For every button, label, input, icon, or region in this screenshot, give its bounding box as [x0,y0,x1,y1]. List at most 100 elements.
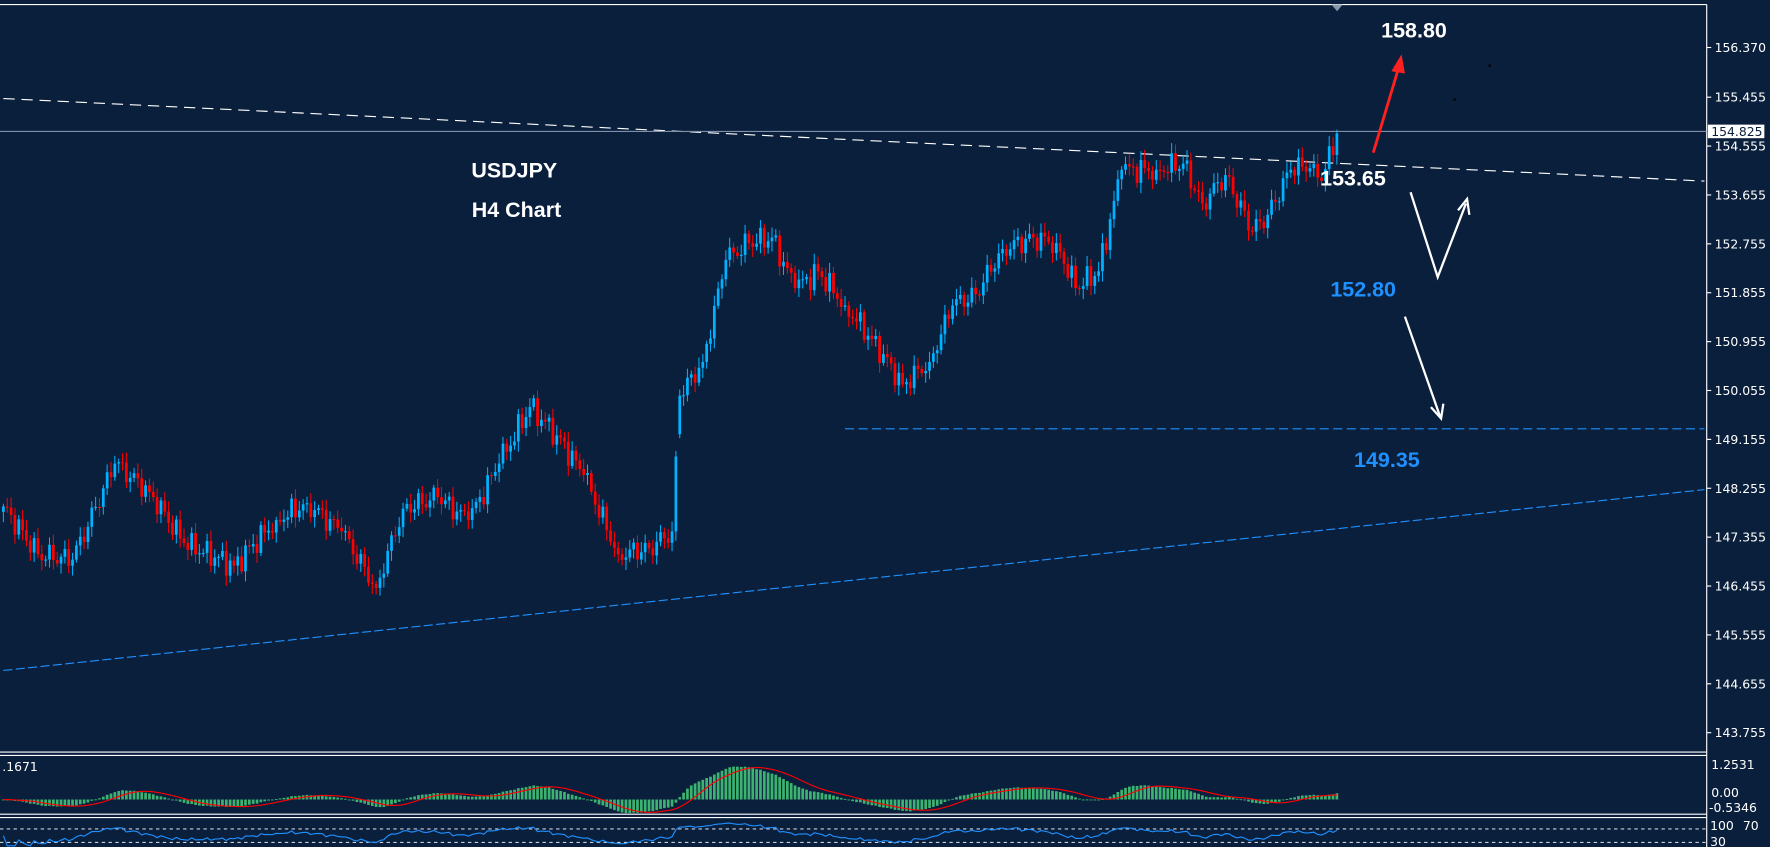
candle-body [651,548,655,556]
candle-body [716,288,720,306]
candle [609,521,612,546]
candle [947,309,951,328]
candle [1281,170,1285,207]
macd-histogram-bar [336,797,340,800]
macd-histogram-bar [728,767,732,800]
candle [666,528,670,549]
candle [1331,137,1335,163]
candle [1093,271,1097,295]
candle-body [774,235,778,238]
macd-histogram-bar [1097,799,1100,801]
candle-body [28,540,32,553]
candle-body [201,552,205,555]
candle [32,532,36,562]
macd-histogram-bar [424,794,428,800]
candle-body [63,549,67,557]
macd-histogram-bar [271,799,274,801]
macd-histogram-bar [417,795,420,800]
candle [148,478,151,503]
candle [255,534,259,563]
candle-body [21,519,24,530]
candle-body [770,237,774,242]
candle [21,510,24,541]
candle [228,553,232,583]
candle [1143,149,1147,174]
candle [5,498,9,513]
candle [40,545,44,571]
candle [78,527,82,556]
candle-body [1320,177,1323,182]
macd-histogram-bar [651,799,655,812]
macd-histogram-bar [1277,799,1281,802]
candle [820,267,824,287]
macd-histogram-bar [1147,785,1150,800]
candle-body [9,507,13,515]
candle-body [720,279,724,289]
macd-histogram-bar [709,776,712,800]
candle [1158,160,1162,181]
candle-body [689,374,693,378]
macd-histogram-bar [955,797,958,800]
macd-histogram-bar [205,799,209,806]
candle [1139,151,1143,194]
candle-body [478,496,482,502]
candle [67,538,71,574]
macd-histogram-bar [524,787,528,800]
candle-body [1323,168,1327,182]
scroll-marker-icon[interactable] [1331,4,1343,12]
candle-body [40,554,44,561]
candle-body [970,287,974,303]
macd-histogram-bar [1066,794,1070,800]
macd-histogram-bar [1320,795,1323,800]
candle [374,580,378,595]
support-trendline[interactable] [3,489,1705,672]
candle [194,523,197,563]
candle-body [666,538,670,543]
candle-body [609,530,612,542]
macd-histogram-bar [628,799,632,814]
candle [244,539,247,582]
y-tick-label: 144.655 [1715,676,1766,691]
candle-body [785,261,789,269]
candle-body [835,293,839,299]
candle [547,414,551,432]
macd-histogram-bar [1193,792,1197,800]
candle [712,295,716,349]
macd-histogram-bar [178,799,182,802]
candle [305,496,309,513]
macd-histogram-bar [1043,789,1047,800]
candle [140,468,144,506]
candle-body [1216,182,1220,184]
macd-histogram-bar [1028,787,1031,800]
candle-body [636,542,639,560]
candle-body [386,550,390,574]
candle [1062,247,1066,275]
candle-body [1285,172,1289,179]
candle [582,458,586,482]
candle [224,540,228,586]
price-axis: 156.370 155.455 154.555 153.655 152.755 151.8… [1706,40,1766,740]
candle [1177,165,1181,181]
candle-body [1331,146,1335,155]
resistance-trendline[interactable] [3,97,1705,182]
candle-body [443,500,447,505]
candle-body [59,556,63,564]
macd-histogram-bar [1208,797,1212,800]
candle-body [578,460,582,469]
rsi-line [2,822,1338,847]
candle-body [294,498,297,518]
candle [1300,147,1304,172]
macd-histogram-bar [1185,789,1189,800]
candle-body [194,532,197,555]
candle-body [340,527,343,532]
candle-body [409,503,413,513]
candle-body [1293,169,1296,176]
y-tick-label: 145.555 [1715,627,1766,642]
candle [870,325,874,347]
macd-histogram-bar [620,799,624,813]
candle [689,370,693,386]
macd-histogram-bar [486,795,489,800]
candle-body [424,503,428,508]
macd-histogram-bar [1024,787,1027,800]
